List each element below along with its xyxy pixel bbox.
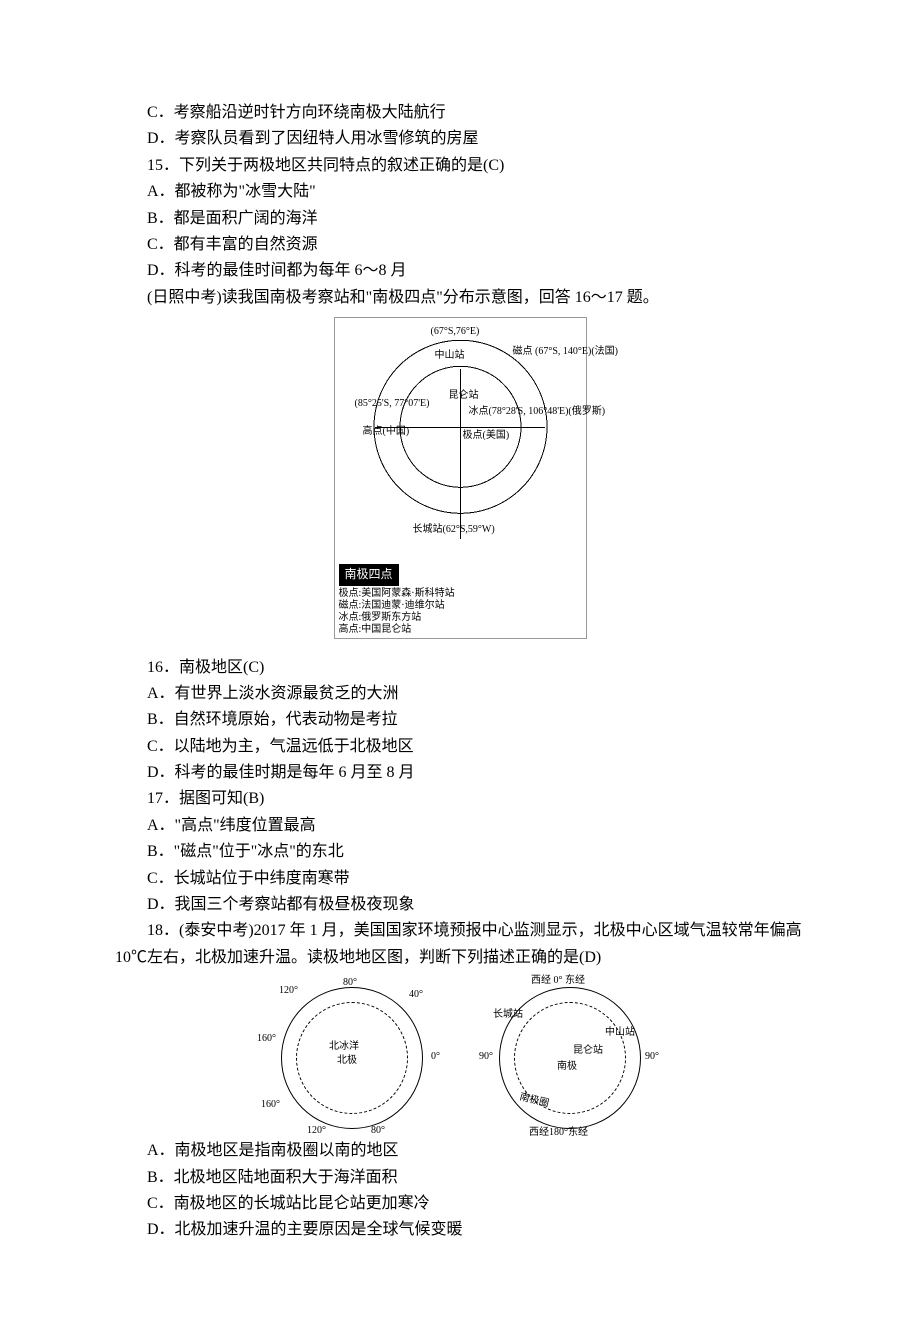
q14-option-d: D．考察队员看到了因纽特人用冰雪修筑的房屋 <box>115 126 805 152</box>
q15-option-b: B．都是面积广阔的海洋 <box>115 206 805 232</box>
fig1-zhongshan: 中山站 <box>435 348 465 365</box>
q17-option-b: B．"磁点"位于"冰点"的东北 <box>115 839 805 865</box>
fig1-jidian: 极点(美国) <box>463 428 510 445</box>
fig2b-top: 西经 0° 东经 <box>531 973 585 990</box>
fig1-cidian: 磁点 (67°S, 140°E)(法国) <box>513 344 619 361</box>
fig2a-120b: 120° <box>307 1123 326 1140</box>
fig2b-90b: 90° <box>645 1049 659 1066</box>
fig2b-zhongshan: 中山站 <box>605 1025 635 1042</box>
document-page: C．考察船沿逆时针方向环绕南极大陆航行 D．考察队员看到了因纽特人用冰雪修筑的房… <box>0 0 920 1344</box>
fig2a-80b: 80° <box>371 1123 385 1140</box>
q15-stem: 15．下列关于两极地区共同特点的叙述正确的是(C) <box>115 153 805 179</box>
fig1-legend-line-0: 极点:美国阿蒙森·斯科特站 <box>339 588 455 600</box>
fig2a-160a: 160° <box>257 1031 276 1048</box>
q18-option-a: A．南极地区是指南极圈以南的地区 <box>115 1138 805 1164</box>
fig1-legend-line-2: 冰点:俄罗斯东方站 <box>339 612 455 624</box>
fig1-legend: 极点:美国阿蒙森·斯科特站 磁点:法国迪蒙·迪维尔站 冰点:俄罗斯东方站 高点:… <box>339 588 455 636</box>
q15-option-d: D．科考的最佳时间都为每年 6～8 月 <box>115 258 805 284</box>
fig2b-kunlun: 昆仑站 <box>573 1043 603 1060</box>
q16: 16．南极地区(C) A．有世界上淡水资源最贫乏的大洲 B．自然环境原始，代表动… <box>115 655 805 787</box>
q18-option-c: C．南极地区的长城站比昆仑站更加寒冷 <box>115 1191 805 1217</box>
intro-16-17: (日照中考)读我国南极考察站和"南极四点"分布示意图，回答 16～17 题。 <box>115 285 805 311</box>
fig2b-changcheng: 长城站 <box>493 1007 523 1024</box>
q15: 15．下列关于两极地区共同特点的叙述正确的是(C) A．都被称为"冰雪大陆" B… <box>115 153 805 285</box>
fig1-legend-line-1: 磁点:法国迪蒙·迪维尔站 <box>339 600 455 612</box>
q15-option-c: C．都有丰富的自然资源 <box>115 232 805 258</box>
q18-option-b: B．北极地区陆地面积大于海洋面积 <box>115 1165 805 1191</box>
q16-option-c: C．以陆地为主，气温远低于北极地区 <box>115 734 805 760</box>
fig2a-120a: 120° <box>279 983 298 1000</box>
figure-1-antarctic-four-points: (67°S,76°E) 中山站 磁点 (67°S, 140°E)(法国) 昆仑站… <box>115 317 805 648</box>
figure-1-canvas: (67°S,76°E) 中山站 磁点 (67°S, 140°E)(法国) 昆仑站… <box>334 317 587 639</box>
q16-option-b: B．自然环境原始，代表动物是考拉 <box>115 707 805 733</box>
fig1-changcheng: 长城站(62°S,59°W) <box>413 522 495 539</box>
q14-options-tail: C．考察船沿逆时针方向环绕南极大陆航行 D．考察队员看到了因纽特人用冰雪修筑的房… <box>115 100 805 153</box>
q18-stem: 18．(泰安中考)2017 年 1 月，美国国家环境预报中心监测显示，北极中心区… <box>115 918 805 971</box>
q16-option-a: A．有世界上淡水资源最贫乏的大洲 <box>115 681 805 707</box>
fig1-banner: 南极四点 <box>339 564 399 586</box>
fig1-kunlun: 昆仑站 <box>449 388 479 405</box>
q18-option-d: D．北极加速升温的主要原因是全球气候变暖 <box>115 1217 805 1243</box>
q14-option-c: C．考察船沿逆时针方向环绕南极大陆航行 <box>115 100 805 126</box>
fig1-kunlun-coord: (85°25'S, 77°07'E) <box>355 396 430 413</box>
q16-stem: 16．南极地区(C) <box>115 655 805 681</box>
q16-option-d: D．科考的最佳时期是每年 6 月至 8 月 <box>115 760 805 786</box>
fig2b-90a: 90° <box>479 1049 493 1066</box>
figure-2-polar-maps: 80° 120° 40° 160° 0° 160° 120° 80° 北冰洋 北… <box>115 977 805 1132</box>
q17-option-a: A．"高点"纬度位置最高 <box>115 813 805 839</box>
q17-option-d: D．我国三个考察站都有极昼极夜现象 <box>115 892 805 918</box>
fig2b-bottom: 西经180°东经 <box>529 1125 588 1142</box>
fig2a-0: 0° <box>431 1049 440 1066</box>
fig2a-center2: 北极 <box>337 1053 357 1070</box>
q18-stem-block: 18．(泰安中考)2017 年 1 月，美国国家环境预报中心监测显示，北极中心区… <box>115 918 805 971</box>
fig2a-40: 40° <box>409 987 423 1004</box>
fig2a-160b: 160° <box>261 1097 280 1114</box>
fig1-legend-line-3: 高点:中国昆仑站 <box>339 624 455 636</box>
fig1-bingdian: 冰点(78°28'S, 106°48'E)(俄罗斯) <box>469 404 606 421</box>
q15-option-a: A．都被称为"冰雪大陆" <box>115 179 805 205</box>
fig1-gaodian: 高点(中国) <box>363 424 410 441</box>
figure-2-arctic: 80° 120° 40° 160° 0° 160° 120° 80° 北冰洋 北… <box>251 977 451 1132</box>
q17-stem: 17．据图可知(B) <box>115 786 805 812</box>
q17: 17．据图可知(B) A．"高点"纬度位置最高 B．"磁点"位于"冰点"的东北 … <box>115 786 805 918</box>
q17-option-c: C．长城站位于中纬度南寒带 <box>115 866 805 892</box>
fig2a-80: 80° <box>343 975 357 992</box>
figure-2-antarctic: 西经 0° 东经 长城站 中山站 昆仑站 南极 90° 90° 南极圈 西经18… <box>469 977 669 1132</box>
fig1-zhongshan-coord: (67°S,76°E) <box>431 324 480 341</box>
fig2b-nanji: 南极 <box>557 1059 577 1076</box>
q18-options: A．南极地区是指南极圈以南的地区 B．北极地区陆地面积大于海洋面积 C．南极地区… <box>115 1138 805 1244</box>
